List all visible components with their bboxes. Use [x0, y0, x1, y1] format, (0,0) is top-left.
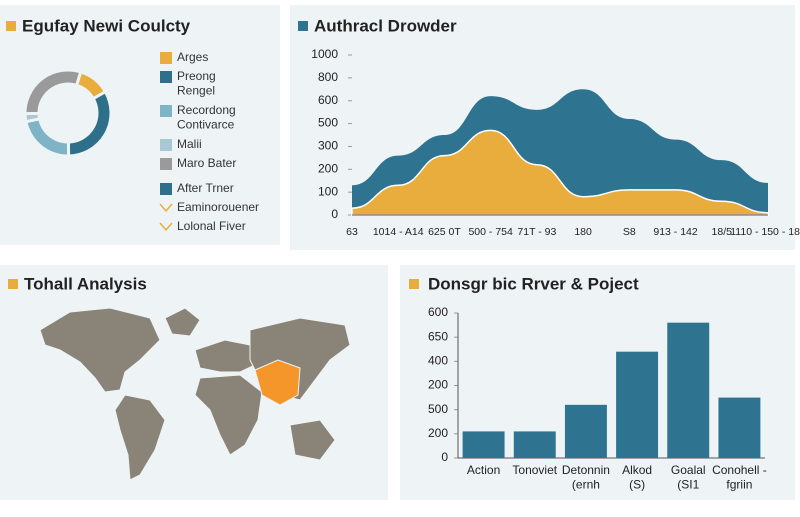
- panel: [0, 265, 388, 500]
- panel-title: Tohall Analysis: [24, 274, 147, 293]
- y-tick-label: 100: [318, 184, 338, 198]
- y-tick-label: 200: [318, 161, 338, 175]
- north-america: [39, 307, 161, 393]
- legend-label: Arges: [177, 50, 208, 64]
- x-tick-label: 1014 - A14: [373, 226, 424, 238]
- x-tick-label: Alkod (S): [622, 463, 652, 491]
- y-tick-label: 500: [428, 402, 448, 416]
- legend-label: Recordong Contivarce: [177, 103, 236, 131]
- title-icon: [8, 279, 18, 289]
- africa: [194, 374, 263, 456]
- pie-slice: [23, 68, 83, 116]
- legend-swatch: [160, 183, 172, 195]
- legend-label: Lolonal Fiver: [177, 219, 246, 233]
- y-tick-label: 200: [428, 426, 448, 440]
- greenland: [164, 307, 201, 337]
- title-icon: [409, 279, 419, 289]
- legend-label: Eaminorouener: [177, 200, 259, 214]
- legend-label: Maro Bater: [177, 156, 236, 170]
- australia: [289, 419, 336, 461]
- x-tick-label: Conohell -fgriin: [712, 463, 767, 491]
- x-tick-label: S8: [623, 226, 636, 238]
- x-tick-label: 71T - 93: [517, 226, 556, 238]
- bar: [462, 431, 505, 458]
- y-tick-label: 0: [331, 207, 338, 221]
- highlight-region: [254, 359, 301, 406]
- y-tick-label: 800: [318, 70, 338, 84]
- x-tick-label: 180: [574, 226, 592, 238]
- x-tick-label: Goalal (SI1: [671, 463, 706, 491]
- y-tick-label: 300: [318, 139, 338, 153]
- europe: [194, 339, 256, 373]
- x-tick-label: 500 - 754: [468, 226, 513, 238]
- y-tick-label: 600: [318, 93, 338, 107]
- x-tick-label: 18/5: [712, 226, 733, 238]
- y-tick-label: 400: [428, 354, 448, 368]
- legend-swatch: [160, 158, 172, 170]
- legend-swatch: [160, 52, 172, 64]
- bar: [513, 431, 556, 458]
- bar: [667, 322, 710, 458]
- bar: [718, 397, 761, 458]
- y-tick-label: 1000: [311, 47, 338, 61]
- x-tick-label: Action: [467, 463, 500, 477]
- x-tick-label: Detonnin (ernh: [562, 463, 610, 491]
- title-icon: [6, 21, 16, 31]
- legend-swatch: [160, 105, 172, 117]
- y-tick-label: 0: [441, 450, 448, 464]
- legend-swatch: [160, 71, 172, 83]
- area: [351, 129, 769, 216]
- legend-label: Malii: [177, 137, 202, 151]
- x-tick-label: 63: [346, 226, 358, 238]
- x-tick-label: 625 0T: [428, 226, 461, 238]
- panel-title: Authracl Drowder: [314, 16, 457, 35]
- legend-label: Preong Rengel: [177, 69, 216, 97]
- bar: [564, 404, 607, 458]
- panel-title: Donsgr bic Rrver & Poject: [428, 274, 639, 293]
- x-tick-label: 913 - 142: [653, 226, 698, 238]
- y-tick-label: 200: [428, 378, 448, 392]
- panel-title: Egufay Newi Coulcty: [22, 16, 191, 35]
- title-icon: [298, 21, 308, 31]
- legend-swatch: [160, 139, 172, 151]
- legend-icon: [159, 203, 173, 213]
- legend-icon: [159, 222, 173, 232]
- world-map: [39, 307, 351, 481]
- x-tick-label: 1110 - 150 - 180: [730, 226, 800, 238]
- x-tick-label: Tonoviet: [512, 463, 557, 477]
- south-america: [114, 394, 166, 481]
- bar: [616, 351, 659, 458]
- y-tick-label: 650: [428, 329, 448, 343]
- legend-label: After Trner: [177, 181, 234, 195]
- y-tick-label: 500: [318, 116, 338, 130]
- y-tick-label: 600: [428, 305, 448, 319]
- panel: [400, 265, 795, 500]
- panel: [0, 5, 280, 245]
